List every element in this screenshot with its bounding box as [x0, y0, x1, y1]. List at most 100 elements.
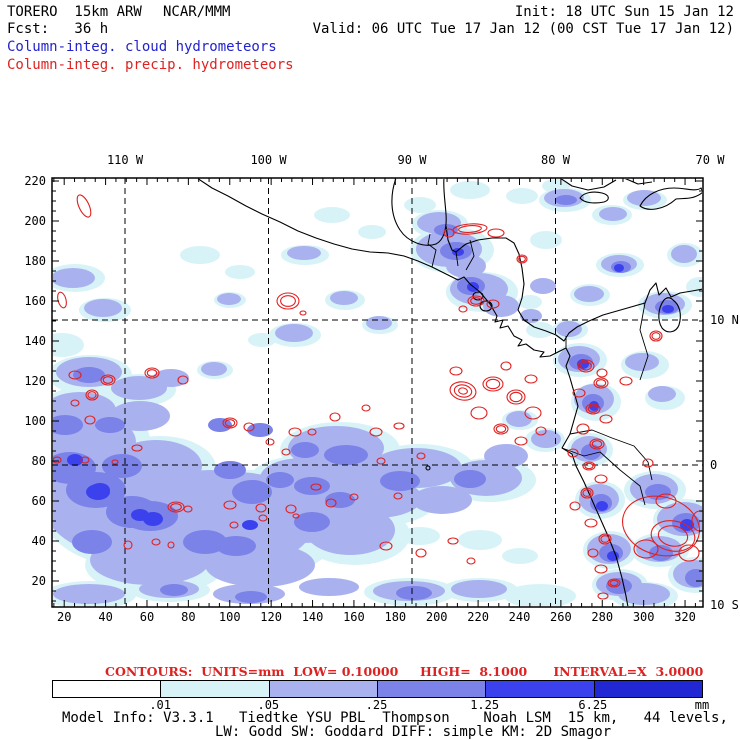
axis-ticks	[52, 178, 703, 607]
cloud-blob	[183, 530, 227, 554]
precip-contour	[516, 254, 528, 264]
precip-contour	[514, 436, 528, 446]
cloud-blob	[287, 246, 321, 260]
cloud-blob	[648, 386, 676, 402]
x-tick-label: 240	[509, 610, 531, 624]
cloud-blob	[358, 225, 386, 239]
cloud-blob	[266, 472, 294, 488]
cloud-hydrometeor-shading	[53, 179, 702, 606]
cloud-blob	[458, 530, 502, 550]
cloud-blob	[102, 454, 142, 478]
precip-contour	[509, 391, 523, 403]
precip-contour	[580, 361, 592, 371]
cloud-blob	[685, 569, 702, 587]
cloud-blob	[160, 584, 188, 596]
longitude-label: 90 W	[398, 153, 428, 167]
x-tick-label: 200	[426, 610, 448, 624]
precip-contour	[493, 423, 509, 435]
precip-contour	[84, 415, 96, 425]
cloud-blob	[574, 286, 604, 302]
x-tick-label: 20	[57, 610, 71, 624]
precip-contour	[597, 592, 609, 600]
precip-contour	[144, 367, 160, 379]
cloud-blob	[400, 527, 440, 545]
cloud-blob	[330, 291, 358, 305]
x-tick-label: 60	[140, 610, 154, 624]
x-tick-label: 80	[181, 610, 195, 624]
precip-contour	[53, 456, 62, 464]
y-tick-label: 140	[24, 334, 46, 348]
cloud-blob	[506, 188, 538, 204]
cloud-blob	[314, 207, 350, 223]
precip-contour	[453, 384, 473, 398]
coastline-mexico-pacific-southamerica	[197, 179, 629, 606]
cloud-blob	[232, 480, 272, 504]
y-tick-label: 60	[32, 494, 46, 508]
precip-contour	[593, 377, 609, 389]
precip-contour	[449, 381, 477, 401]
coastline-hispaniola	[639, 187, 702, 210]
colorbar-segment	[486, 681, 595, 697]
precip-contour	[650, 520, 696, 552]
colorbar-value-label: .05	[257, 698, 280, 712]
cloud-blob	[201, 362, 227, 376]
coastline-cuba	[560, 179, 653, 191]
precip-contour	[577, 359, 595, 373]
precip-contour	[587, 548, 599, 558]
colorbar-value-label: .25	[365, 698, 388, 712]
cloud-blob	[504, 584, 576, 606]
cloud-blob	[153, 369, 189, 387]
colorbar-segment	[269, 681, 378, 697]
precip-contour	[87, 391, 97, 399]
model-info-line1: Model Info: V3.3.1 Tiedtke YSU PBL Thomp…	[62, 710, 740, 726]
colorbar-segment	[377, 681, 487, 697]
precip-contour	[68, 370, 82, 380]
cloud-blob	[599, 207, 627, 221]
precip-contour	[582, 461, 596, 471]
precip-contour	[487, 228, 505, 238]
axis-labels: 20 40 60 80 100 120 140 160 180 200 220 240 260 280 30…	[24, 153, 739, 624]
colorbar-value-label: .01	[149, 698, 171, 712]
cloud-blob	[450, 181, 490, 199]
precip-contour	[416, 452, 426, 460]
map-frame	[51, 177, 704, 608]
x-tick-label: 280	[591, 610, 613, 624]
precip-contour	[70, 399, 80, 407]
x-tick-label: 220	[467, 610, 489, 624]
precip-contour	[585, 403, 601, 415]
precip-contour	[349, 493, 359, 501]
latitude-label: 0	[710, 458, 717, 472]
cloud-blob	[217, 293, 241, 305]
coastline-yucatan	[391, 179, 447, 246]
precip-contour	[657, 525, 689, 547]
precip-contour	[651, 332, 661, 340]
cloud-blob	[556, 321, 582, 337]
precip-contour	[183, 505, 193, 513]
precip-contour	[595, 379, 607, 387]
precip-contour	[518, 255, 526, 263]
precip-contour	[292, 513, 300, 519]
precip-contour	[167, 541, 175, 549]
longitude-label: 100 W	[250, 153, 287, 167]
precip-contour	[255, 503, 267, 513]
y-tick-label: 220	[24, 174, 46, 188]
precip-contour	[470, 406, 488, 420]
precip-contour	[325, 498, 337, 508]
cloud-blob	[72, 530, 112, 554]
cloud-blob	[53, 415, 83, 435]
precip-contour	[594, 474, 608, 484]
cloud-blob	[518, 295, 542, 309]
cloud-blob	[625, 353, 659, 371]
cloud-blob	[235, 591, 267, 603]
cloud-blob	[404, 197, 436, 213]
cloud-blob	[451, 580, 507, 598]
precip-contour	[280, 295, 296, 307]
precip-contour	[524, 406, 542, 420]
precip-contour	[146, 369, 158, 377]
precip-contour	[57, 291, 67, 309]
precip-contour	[598, 533, 612, 545]
colorbar-segment	[53, 681, 162, 697]
x-tick-label: 140	[302, 610, 324, 624]
longitude-label: 70 W	[696, 153, 726, 167]
